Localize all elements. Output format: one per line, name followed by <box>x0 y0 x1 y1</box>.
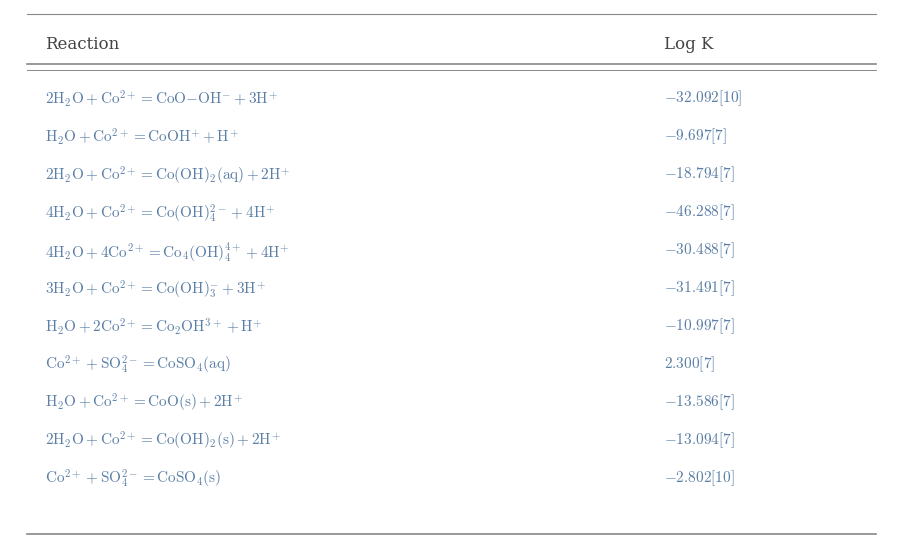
Text: $\mathrm{-13.586[7]}$: $\mathrm{-13.586[7]}$ <box>663 392 733 412</box>
Text: Reaction: Reaction <box>45 36 119 53</box>
Text: $\mathrm{-9.697[7]}$: $\mathrm{-9.697[7]}$ <box>663 127 726 146</box>
Text: $\mathrm{2H_2O + Co^{2+} = Co(OH)_2(s) + 2H^{+}}$: $\mathrm{2H_2O + Co^{2+} = Co(OH)_2(s) +… <box>45 430 281 452</box>
Text: $\mathrm{H_2O + Co^{2+} = CoOH^{+} + H^{+}}$: $\mathrm{H_2O + Co^{2+} = CoOH^{+} + H^{… <box>45 127 239 148</box>
Text: $\mathrm{-10.997[7]}$: $\mathrm{-10.997[7]}$ <box>663 316 733 336</box>
Text: $\mathrm{-30.488[7]}$: $\mathrm{-30.488[7]}$ <box>663 241 733 260</box>
Text: Log K: Log K <box>663 36 713 53</box>
Text: $\mathrm{-13.094[7]}$: $\mathrm{-13.094[7]}$ <box>663 430 733 450</box>
Text: $\mathrm{-46.288[7]}$: $\mathrm{-46.288[7]}$ <box>663 202 733 222</box>
Text: $\mathrm{-31.491[7]}$: $\mathrm{-31.491[7]}$ <box>663 278 733 298</box>
Text: $\mathrm{3H_2O + Co^{2+} = Co(OH)_3^{-} + 3H^{+}}$: $\mathrm{3H_2O + Co^{2+} = Co(OH)_3^{-} … <box>45 278 266 300</box>
Text: $\mathrm{-18.794[7]}$: $\mathrm{-18.794[7]}$ <box>663 164 733 184</box>
Text: $\mathrm{H_2O + 2Co^{2+} = Co_2OH^{3+} + H^{+}}$: $\mathrm{H_2O + 2Co^{2+} = Co_2OH^{3+} +… <box>45 316 262 337</box>
Text: $\mathrm{2H_2O + Co^{2+} = Co(OH)_2(aq) + 2H^{+}}$: $\mathrm{2H_2O + Co^{2+} = Co(OH)_2(aq) … <box>45 164 290 187</box>
Text: $\mathrm{Co^{2+} + SO_4^{2-} = CoSO_4(aq)}$: $\mathrm{Co^{2+} + SO_4^{2-} = CoSO_4(aq… <box>45 354 231 377</box>
Text: $\mathrm{H_2O + Co^{2+} = CoO(s) + 2H^{+}}$: $\mathrm{H_2O + Co^{2+} = CoO(s) + 2H^{+… <box>45 392 243 414</box>
Text: $\mathrm{4H_2O + 4Co^{2+} = Co_4(OH)_4^{4+} + 4H^{+}}$: $\mathrm{4H_2O + 4Co^{2+} = Co_4(OH)_4^{… <box>45 241 290 264</box>
Text: $\mathrm{Co^{2+} + SO_4^{2-} = CoSO_4(s)}$: $\mathrm{Co^{2+} + SO_4^{2-} = CoSO_4(s)… <box>45 468 221 491</box>
Text: $\mathrm{-32.092[10]}$: $\mathrm{-32.092[10]}$ <box>663 88 741 108</box>
Text: $\mathrm{4H_2O + Co^{2+} = Co(OH)_4^{2-} + 4H^{+}}$: $\mathrm{4H_2O + Co^{2+} = Co(OH)_4^{2-}… <box>45 202 275 225</box>
Text: $\mathrm{-2.802[10]}$: $\mathrm{-2.802[10]}$ <box>663 468 733 488</box>
Text: $\mathrm{2.300[7]}$: $\mathrm{2.300[7]}$ <box>663 354 714 374</box>
Text: $\mathrm{2H_2O + Co^{2+} = CoO{-}OH^{-} + 3H^{+}}$: $\mathrm{2H_2O + Co^{2+} = CoO{-}OH^{-} … <box>45 88 278 109</box>
